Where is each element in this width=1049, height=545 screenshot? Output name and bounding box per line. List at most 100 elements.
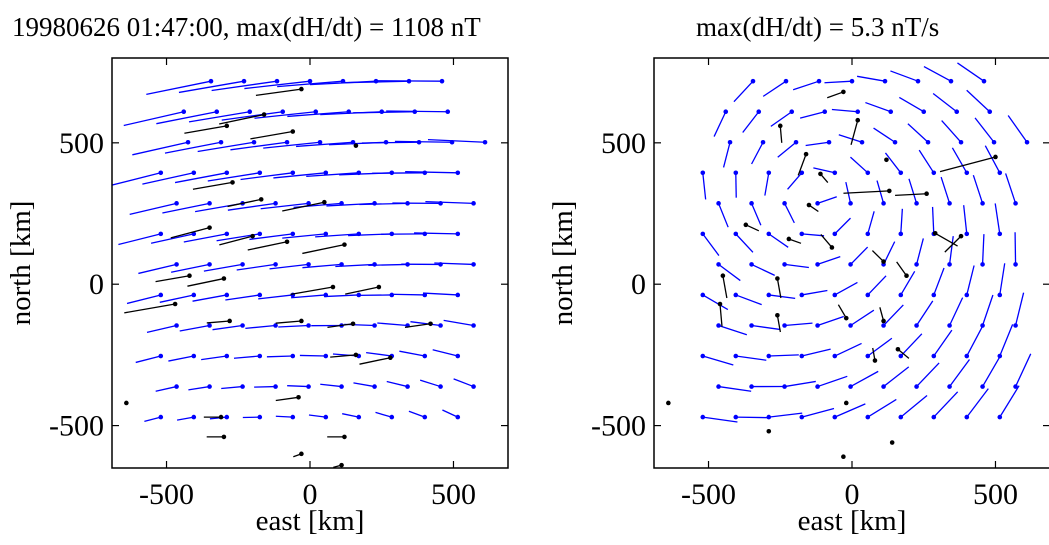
interpolated-vector [700,293,727,310]
interpolated-vector-line [884,367,909,387]
station-vector [895,191,929,196]
interpolated-vector [890,71,920,84]
interpolated-vector [234,354,262,359]
interpolated-vector-dot [784,79,789,84]
station-vector-dot [377,285,382,290]
interpolated-vector [442,410,460,419]
interpolated-vector-line [868,211,874,234]
interpolated-vector [964,266,974,298]
station-vector [718,302,723,327]
interpolated-vector-line [225,295,259,300]
interpolated-vector-dot [174,201,179,206]
interpolated-vector-dot [964,293,969,298]
interpolated-vector-dot [455,354,460,359]
station-vector-dot [428,321,433,326]
interpolated-vector-dot [158,171,163,176]
interpolated-vector-dot [224,354,229,359]
interpolated-vector [846,182,853,206]
interpolated-vector-line [788,173,802,189]
interpolated-vector [919,150,936,175]
interpolated-vector-dot [898,293,903,298]
interpolated-vector [132,140,190,155]
station-vector-line [780,126,782,143]
interpolated-vector-dot [207,384,212,389]
interpolated-vector-dot [997,293,1002,298]
x-tick-label: 500 [431,478,476,511]
station-vector-dot [830,245,835,250]
interpolated-vector-dot [789,109,794,114]
interpolated-vector [997,324,1012,358]
interpolated-vector-dot [964,232,969,237]
interpolated-vector [749,323,780,329]
interpolated-vector [420,380,443,389]
interpolated-vector-dot [782,262,787,267]
interpolated-vector-dot [306,262,311,267]
station-vector [821,234,834,249]
station-vector-dot [804,152,809,157]
station-vector-dot [933,231,938,236]
interpolated-vector-line [964,205,967,234]
interpolated-vector-dot [323,354,328,359]
interpolated-vector [832,343,861,358]
y-tick-label: 0 [89,268,104,301]
interpolated-vector-line [909,179,917,204]
interpolated-vector-dot [815,201,820,206]
station-vector-dot [173,302,178,307]
interpolated-vector-line [390,294,425,295]
interpolated-vector-line [375,412,391,417]
interpolated-vector-dot [158,293,163,298]
y-tick-label: 0 [631,268,646,301]
station-vector-dot [841,454,846,459]
interpolated-vector [267,354,295,359]
right-vector-layer [666,63,1031,459]
interpolated-vector [800,109,827,118]
interpolated-vector-dot [848,262,853,267]
interpolated-vector-dot [219,140,224,145]
interpolated-vector-dot [931,415,936,420]
interpolated-vector-line [785,381,816,386]
interpolated-vector-line [442,410,457,417]
station-vector-dot [222,435,227,440]
station-vector-line [897,262,907,276]
interpolated-vector-dot [438,323,443,328]
interpolated-vector-dot [992,140,997,145]
interpolated-vector-line [719,264,741,280]
interpolated-vector-line [934,268,944,295]
interpolated-vector-dot [997,415,1002,420]
interpolated-vector-dot [308,79,313,84]
interpolated-vector-line [320,384,341,386]
station-vector [207,319,232,324]
interpolated-vector-dot [914,323,919,328]
interpolated-vector [957,63,986,84]
interpolated-vector-dot [700,232,705,237]
interpolated-vector-line [188,387,209,390]
station-vector-dot [227,319,232,324]
station-vector-dot [881,319,886,324]
station-vector [775,276,781,298]
interpolated-vector-line [995,203,1000,233]
interpolated-vector-line [387,382,408,387]
interpolated-vector [793,79,821,90]
interpolated-vector-dot [954,109,959,114]
interpolated-vector-dot [273,384,278,389]
x-tick-label: -500 [139,478,194,511]
interpolated-vector [300,354,328,359]
station-vector [787,237,801,244]
interpolated-vector-dot [440,79,445,84]
interpolated-vector-line [839,135,862,143]
interpolated-vector-dot [247,109,252,114]
station-vector-line [187,279,223,287]
station-vector-dot [388,355,393,360]
interpolated-vector-dot [733,415,738,420]
interpolated-vector [799,232,824,237]
interpolated-vector [931,330,951,358]
interpolated-vector [874,128,898,145]
interpolated-vector-line [975,118,994,142]
station-vector-line [838,305,846,318]
interpolated-vector-dot [964,354,969,359]
interpolated-vector-dot [290,232,295,237]
interpolated-vector-dot [257,293,262,298]
interpolated-vector [245,323,278,328]
interpolated-vector-line [901,395,927,417]
